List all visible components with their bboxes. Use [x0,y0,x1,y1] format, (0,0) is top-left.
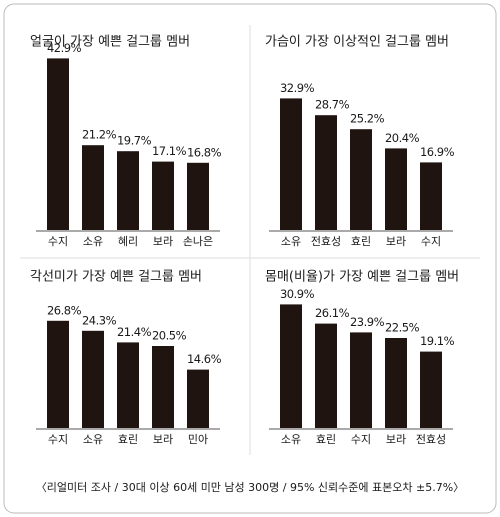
bar [280,98,302,231]
x-tick-label: 소유 [281,433,301,446]
value-label: 22.5% [385,321,420,335]
bar [315,115,337,230]
value-label: 16.8% [187,145,222,159]
value-label: 14.6% [187,352,222,366]
value-label: 26.8% [47,303,82,317]
footnote: 〈리얼미터 조사 / 30대 이상 60세 미만 남성 300명 / 95% 신… [36,480,464,494]
x-tick-label: 전효성 [311,235,341,248]
x-tick-label: 민아 [188,433,208,446]
chart-title: 얼굴이 가장 예쁜 걸그룹 멤버 [30,35,190,50]
x-tick-label: 보라 [386,433,406,446]
bar [350,332,372,428]
x-tick-label: 효린 [351,235,371,248]
x-tick-label: 수지 [351,433,371,446]
value-label: 24.3% [82,313,117,327]
bar [385,338,407,428]
bar [117,151,139,230]
value-label: 28.7% [315,98,350,112]
bar [280,304,302,428]
value-label: 23.9% [350,315,385,329]
value-label: 42.9% [47,41,82,55]
x-tick-label: 수지 [421,235,441,248]
x-tick-label: 수지 [48,235,68,248]
value-label: 21.4% [117,325,152,339]
bar [47,320,69,428]
value-label: 30.9% [280,287,315,301]
value-label: 17.1% [152,144,187,158]
frame [3,3,497,514]
value-label: 20.4% [385,131,420,145]
x-tick-label: 수지 [48,433,68,446]
value-label: 26.1% [315,306,350,320]
bar [350,129,372,230]
x-tick-label: 손나은 [183,235,213,248]
x-tick-label: 소유 [83,235,103,248]
chart-title: 몸매(비율)가 가장 예쁜 걸그룹 멤버 [265,270,459,285]
bar [420,162,442,230]
chart-title: 가슴이 가장 이상적인 걸그룹 멤버 [265,35,449,50]
bar [82,145,104,230]
value-label: 21.2% [82,128,117,142]
value-label: 32.9% [280,81,315,95]
x-tick-label: 소유 [281,235,301,248]
bar [187,162,209,230]
x-tick-label: 보라 [153,235,173,248]
x-tick-label: 효린 [118,433,138,446]
value-label: 25.2% [350,112,385,126]
bar [82,330,104,428]
value-label: 16.9% [420,145,455,159]
x-tick-label: 보라 [386,235,406,248]
bar [187,369,209,428]
bar [117,342,139,428]
x-tick-label: 효린 [316,433,336,446]
x-tick-label: 혜리 [118,235,138,248]
bar [385,148,407,230]
chart-title: 각선미가 가장 예쁜 걸그룹 멤버 [30,270,202,285]
bar [152,346,174,428]
bar [315,323,337,428]
bar [152,161,174,230]
value-label: 19.1% [420,334,455,348]
bar [420,351,442,428]
x-tick-label: 보라 [153,433,173,446]
x-tick-label: 전효성 [416,433,446,446]
bar [47,58,69,231]
value-label: 19.7% [117,134,152,148]
value-label: 20.5% [152,329,187,343]
x-tick-label: 소유 [83,433,103,446]
